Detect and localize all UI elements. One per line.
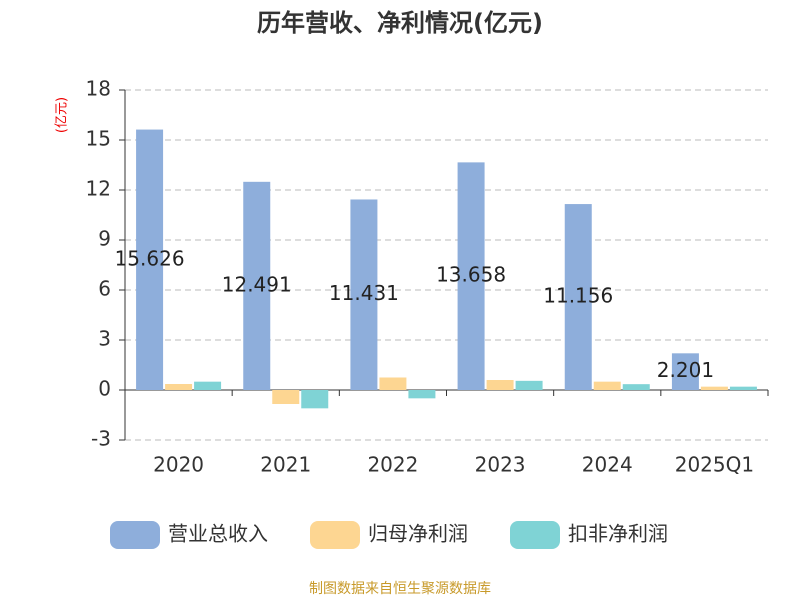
bar (379, 377, 407, 390)
bar (408, 390, 436, 399)
x-tick-label: 2020 (153, 453, 204, 477)
bar (350, 199, 378, 390)
y-tick-label: 9 (98, 227, 111, 251)
x-tick-label: 2021 (260, 453, 311, 477)
bar (564, 204, 592, 390)
bar (700, 386, 728, 390)
x-tick-label: 2022 (367, 453, 418, 477)
data-label: 13.658 (436, 263, 506, 287)
legend-label: 扣非净利润 (568, 522, 668, 546)
legend-swatch (110, 521, 160, 549)
bar (165, 384, 193, 390)
bar (515, 380, 543, 390)
bar (272, 390, 300, 404)
bar (486, 380, 514, 390)
bar (671, 353, 699, 390)
data-label: 11.156 (543, 284, 613, 308)
data-label: 15.626 (115, 246, 185, 270)
y-axis-label: (亿元) (55, 97, 70, 133)
y-tick-label: 18 (86, 77, 111, 101)
x-tick-label: 2025Q1 (675, 453, 754, 477)
bar (457, 162, 485, 390)
chart-title: 历年营收、净利情况(亿元) (257, 9, 543, 37)
x-tick-label: 2023 (475, 453, 526, 477)
y-tick-label: 12 (86, 177, 111, 201)
bar (729, 386, 757, 390)
bar (243, 181, 271, 390)
bar (136, 129, 164, 391)
bar (593, 381, 621, 390)
bar (622, 384, 650, 390)
data-label: 12.491 (222, 272, 292, 296)
y-tick-label: -3 (91, 427, 111, 451)
bar (301, 390, 329, 409)
data-label: 2.201 (657, 358, 714, 382)
source-note: 制图数据来自恒生聚源数据库 (309, 581, 491, 597)
y-tick-label: 0 (98, 377, 111, 401)
x-tick-label: 2024 (582, 453, 633, 477)
y-tick-label: 3 (98, 327, 111, 351)
legend-label: 归母净利润 (368, 522, 468, 546)
y-tick-label: 6 (98, 277, 111, 301)
legend-label: 营业总收入 (168, 522, 268, 546)
data-label: 11.431 (329, 281, 399, 305)
legend-swatch (510, 521, 560, 549)
bar (194, 381, 222, 390)
y-tick-label: 15 (86, 127, 111, 151)
legend-swatch (310, 521, 360, 549)
